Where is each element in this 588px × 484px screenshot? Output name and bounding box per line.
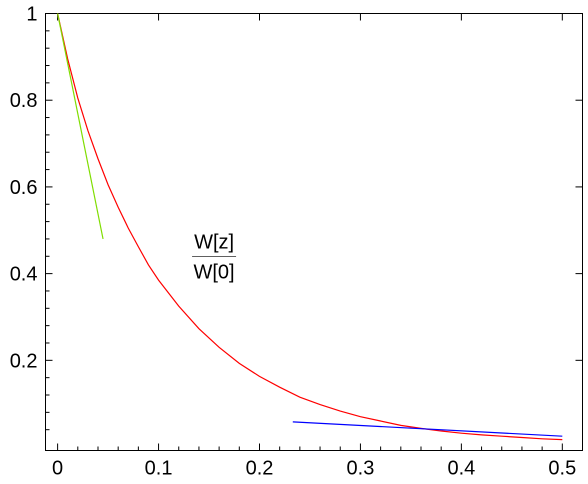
- x-tick-label: 0: [52, 458, 63, 480]
- x-tick-label: 0.3: [347, 458, 375, 480]
- y-tick-label: 1: [26, 4, 37, 26]
- y-tick-label: 0.8: [10, 90, 38, 112]
- series-line-3: [292, 421, 563, 437]
- series-line-1: [57, 13, 563, 441]
- x-tick-label: 0.4: [447, 458, 475, 480]
- annotation-denominator: W[0]: [194, 261, 235, 283]
- x-tick-label: 0.5: [548, 458, 576, 480]
- x-tick-label: 0.2: [246, 458, 274, 480]
- y-tick-label: 0.4: [10, 264, 38, 286]
- series: [57, 13, 563, 441]
- ticks: [45, 13, 583, 451]
- ratio-annotation: W[z] W[0]: [192, 231, 237, 283]
- x-tick-label: 0.1: [145, 458, 173, 480]
- y-tick-label: 0.2: [10, 350, 38, 372]
- tick-labels: 0 0.1 0.2 0.3 0.4 0.5 0.2 0.4 0.6 0.8 1: [10, 4, 577, 480]
- y-tick-label: 0.6: [10, 177, 38, 199]
- annotation-numerator: W[z]: [194, 231, 234, 253]
- plot-frame: [45, 13, 583, 451]
- series-line-2: [57, 13, 104, 240]
